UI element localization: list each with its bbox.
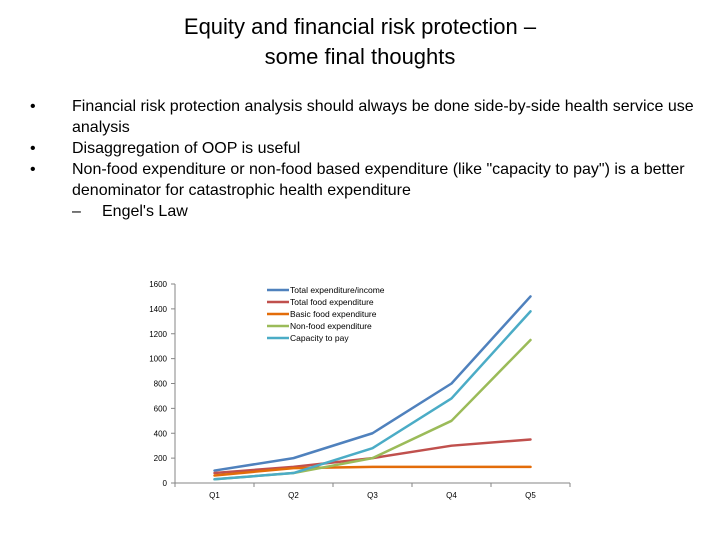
legend-label: Capacity to pay [290, 333, 349, 343]
y-tick-label: 400 [154, 429, 168, 438]
y-tick-label: 1000 [149, 355, 167, 364]
bullet-item: • Non-food expenditure or non-food based… [28, 159, 708, 201]
y-tick-label: 1400 [149, 305, 167, 314]
bullet-text: Non-food expenditure or non-food based e… [72, 161, 685, 199]
title-line-2: some final thoughts [264, 44, 456, 69]
sub-bullet-text: Engel's Law [102, 203, 188, 220]
series-line [213, 295, 532, 472]
sub-bullet-marker: – [72, 203, 81, 220]
sub-bullet-item: – Engel's Law [28, 201, 708, 222]
y-tick-label: 600 [154, 404, 168, 413]
bullet-marker: • [30, 98, 36, 115]
legend-label: Total expenditure/income [290, 285, 385, 295]
y-tick-label: 800 [154, 380, 168, 389]
y-tick-label: 1200 [149, 330, 167, 339]
bullet-marker: • [30, 161, 36, 178]
legend-label: Basic food expenditure [290, 309, 377, 319]
y-tick-label: 1600 [149, 280, 167, 289]
bullet-marker: • [30, 140, 36, 157]
bullet-list: • Financial risk protection analysis sho… [28, 96, 708, 222]
legend-label: Non-food expenditure [290, 321, 372, 331]
bullet-item: • Financial risk protection analysis sho… [28, 96, 708, 138]
x-tick-label: Q2 [288, 491, 299, 500]
bullet-text: Disaggregation of OOP is useful [72, 140, 301, 157]
bullet-text: Financial risk protection analysis shoul… [72, 98, 694, 136]
series-line [213, 310, 532, 481]
x-tick-label: Q5 [525, 491, 536, 500]
slide-title: Equity and financial risk protection – s… [60, 12, 660, 72]
series-line [213, 338, 532, 481]
title-line-1: Equity and financial risk protection – [183, 14, 537, 39]
bullet-item: • Disaggregation of OOP is useful [28, 138, 708, 159]
y-tick-label: 0 [163, 479, 168, 488]
x-tick-label: Q1 [209, 491, 220, 500]
x-tick-label: Q4 [446, 491, 457, 500]
series-line [213, 465, 532, 477]
x-tick-label: Q3 [367, 491, 378, 500]
y-tick-label: 200 [154, 454, 168, 463]
legend-label: Total food expenditure [290, 297, 374, 307]
